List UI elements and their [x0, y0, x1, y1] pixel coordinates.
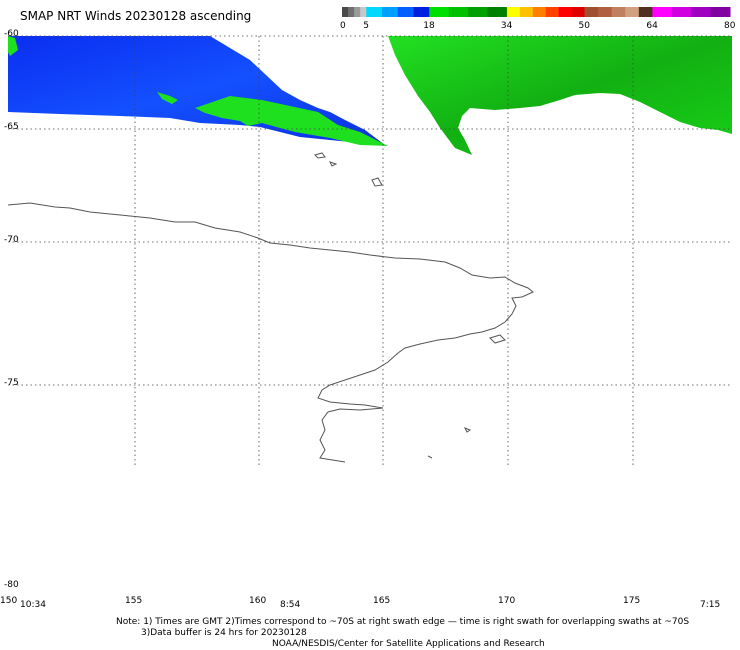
colorbar-swatch [558, 7, 573, 17]
colorbar-tick-label: 5 [363, 21, 369, 31]
lat-label: -80 [4, 580, 19, 590]
colorbar-swatch [652, 7, 673, 17]
lon-label: 165 [373, 596, 391, 606]
lat-label: -60 [4, 29, 19, 39]
swath-time-label: 8:54 [280, 600, 301, 610]
colorbar-swatch [487, 7, 508, 17]
colorbar-tick-label: 0 [340, 21, 346, 31]
colorbar-swatch [532, 7, 547, 17]
colorbar-swatch [571, 7, 585, 17]
lon-label: 155 [125, 596, 143, 606]
colorbar-tick-label: 34 [500, 21, 513, 31]
colorbar-swatch [584, 7, 599, 17]
colorbar-swatch [598, 7, 613, 17]
colorbar-swatch [710, 7, 731, 17]
colorbar-swatch [506, 7, 521, 17]
lat-label: -65 [4, 122, 19, 132]
wind-speed-colorbar [342, 7, 731, 17]
colorbar-swatch [671, 7, 692, 17]
wind-swath-green-left [195, 96, 388, 146]
lon-label: 175 [623, 596, 641, 606]
gridlines [8, 35, 732, 465]
colorbar-tick-label: 64 [646, 21, 658, 31]
coastline [7, 152, 534, 463]
note-line: Note: 1) Times are GMT 2)Times correspon… [116, 617, 690, 627]
colorbar-swatch [348, 7, 355, 17]
credit-line: NOAA/NESDIS/Center for Satellite Applica… [272, 639, 545, 649]
colorbar-swatch [354, 7, 361, 17]
wind-swath-green-right [388, 36, 732, 155]
lat-label: -75 [4, 378, 19, 388]
colorbar-swatch [382, 7, 399, 17]
map-title: SMAP NRT Winds 20230128 ascending [20, 9, 252, 23]
colorbar-swatch [611, 7, 626, 17]
colorbar-swatch [691, 7, 712, 17]
note-line: 3)Data buffer is 24 hrs for 20230128 [141, 628, 307, 638]
colorbar-swatch [468, 7, 488, 17]
colorbar-swatch [448, 7, 469, 17]
colorbar-swatch [429, 7, 450, 17]
colorbar-swatch [413, 7, 430, 17]
colorbar-swatch [360, 7, 367, 17]
colorbar-swatch [366, 7, 383, 17]
colorbar-tick-label: 18 [423, 21, 435, 31]
colorbar-swatch [638, 7, 653, 17]
wind-swath-green-edge [8, 36, 18, 56]
colorbar-tick-label: 50 [578, 21, 590, 31]
swath-time-label: 10:34 [20, 600, 46, 610]
lon-label: 160 [249, 596, 267, 606]
lat-label: -70 [4, 235, 19, 245]
lon-label: 150 [0, 596, 18, 606]
swath-time-label: 7:15 [700, 600, 721, 610]
colorbar-swatch [545, 7, 560, 17]
colorbar-swatch [342, 7, 349, 17]
colorbar-tick-label: 80 [724, 21, 736, 31]
colorbar-swatch [397, 7, 415, 17]
wind-swath-green-small [157, 92, 178, 104]
lon-label: 170 [498, 596, 516, 606]
colorbar-swatch [625, 7, 640, 17]
colorbar-swatch [519, 7, 534, 17]
